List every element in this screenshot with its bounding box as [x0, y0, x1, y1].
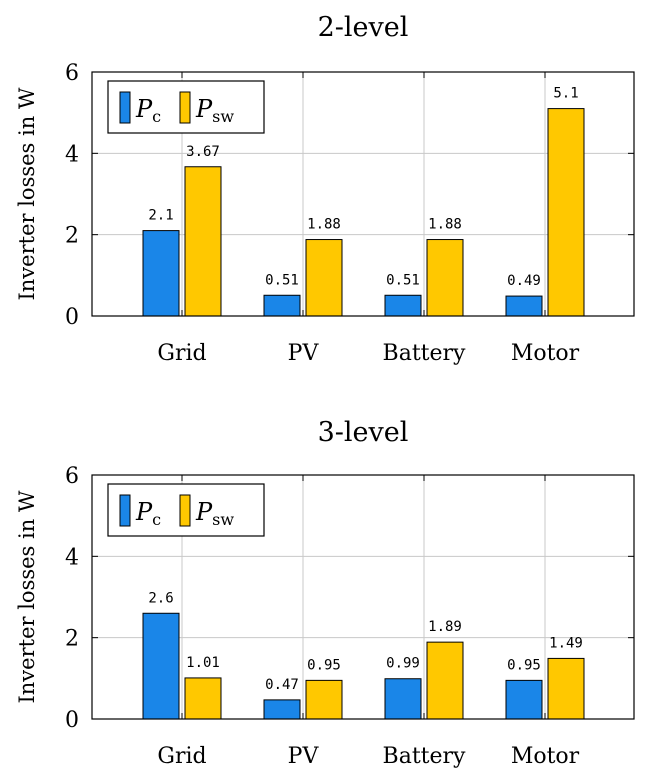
x-tick-label: Battery	[383, 341, 467, 366]
bar-sw-grid	[184, 677, 222, 720]
x-tick-label: Battery	[383, 744, 467, 769]
bar-c-motor	[505, 679, 543, 720]
bar-c-grid	[142, 230, 180, 317]
legend-symbol: P	[135, 95, 153, 123]
legend-swatch-c	[119, 91, 131, 124]
x-tick-label: Motor	[511, 341, 580, 366]
chart-panel-1: 2-level Inverter losses in W 2.1 0.51 0.51 0.…	[15, 12, 635, 366]
bar-sw-grid	[184, 166, 222, 317]
x-tick-label: PV	[288, 341, 320, 366]
chart-title: 2-level	[318, 12, 409, 43]
x-tick-label: Grid	[157, 341, 206, 366]
plot-frame	[91, 71, 635, 317]
bar-sw-battery	[426, 239, 464, 317]
legend-subscript: sw	[212, 510, 234, 529]
legend-symbol: P	[135, 498, 153, 526]
data-label: 1.88	[428, 217, 462, 233]
x-tick-label: Grid	[157, 744, 206, 769]
y-tick-label: 4	[65, 142, 79, 167]
legend-label-c: Pc	[135, 95, 161, 126]
legend-label-sw: Psw	[195, 498, 234, 529]
data-label: 0.47	[265, 677, 299, 693]
bar-c-pv	[263, 699, 301, 720]
data-label: 1.49	[549, 635, 583, 651]
legend-subscript: sw	[212, 107, 234, 126]
x-tick-label: Motor	[511, 744, 580, 769]
x-tick-label: PV	[288, 744, 320, 769]
bar-sw-motor	[547, 657, 585, 720]
legend-symbol: P	[195, 95, 213, 123]
data-label: 0.95	[507, 657, 541, 673]
data-label: 0.95	[307, 657, 341, 673]
legend: Pc Psw	[107, 483, 265, 537]
y-tick-label: 6	[65, 61, 79, 86]
data-label: 0.51	[386, 272, 420, 288]
legend-symbol: P	[195, 498, 213, 526]
y-tick-label: 0	[65, 708, 79, 733]
y-tick-label: 2	[65, 627, 79, 652]
bar-sw-pv	[305, 679, 343, 720]
legend: Pc Psw	[107, 80, 265, 134]
legend-subscript: c	[152, 510, 161, 529]
data-label: 2.6	[148, 590, 173, 606]
legend-label-sw: Psw	[195, 95, 234, 126]
legend-swatch-sw	[179, 91, 191, 124]
data-label: 5.1	[553, 86, 578, 102]
data-label: 0.99	[386, 656, 420, 672]
plot-frame	[91, 474, 635, 720]
bar-c-motor	[505, 295, 543, 317]
bar-sw-battery	[426, 641, 464, 720]
y-axis-label: Inverter losses in W	[15, 87, 39, 300]
bar-sw-pv	[305, 239, 343, 317]
data-label: 3.67	[186, 144, 220, 160]
data-label: 2.1	[148, 208, 173, 224]
bar-sw-motor	[547, 108, 585, 317]
bar-c-pv	[263, 294, 301, 317]
chart-title: 3-level	[318, 417, 409, 448]
legend-swatch-c	[119, 494, 131, 527]
data-label: 1.01	[186, 655, 220, 671]
y-axis-label: Inverter losses in W	[15, 490, 39, 703]
bar-c-battery	[384, 294, 422, 317]
bar-c-battery	[384, 678, 422, 720]
y-tick-label: 4	[65, 545, 79, 570]
data-label: 1.88	[307, 217, 341, 233]
bar-c-grid	[142, 612, 180, 720]
legend-label-c: Pc	[135, 498, 161, 529]
y-tick-label: 2	[65, 224, 79, 249]
legend-swatch-sw	[179, 494, 191, 527]
y-tick-label: 6	[65, 464, 79, 489]
legend-subscript: c	[152, 107, 161, 126]
data-label: 0.51	[265, 272, 299, 288]
data-label: 0.49	[507, 273, 541, 289]
y-tick-label: 0	[65, 305, 79, 330]
data-label: 1.89	[428, 619, 462, 635]
chart-panel-2: 3-level Inverter losses in W 2.6 0.47 0.99 0.…	[15, 417, 635, 769]
